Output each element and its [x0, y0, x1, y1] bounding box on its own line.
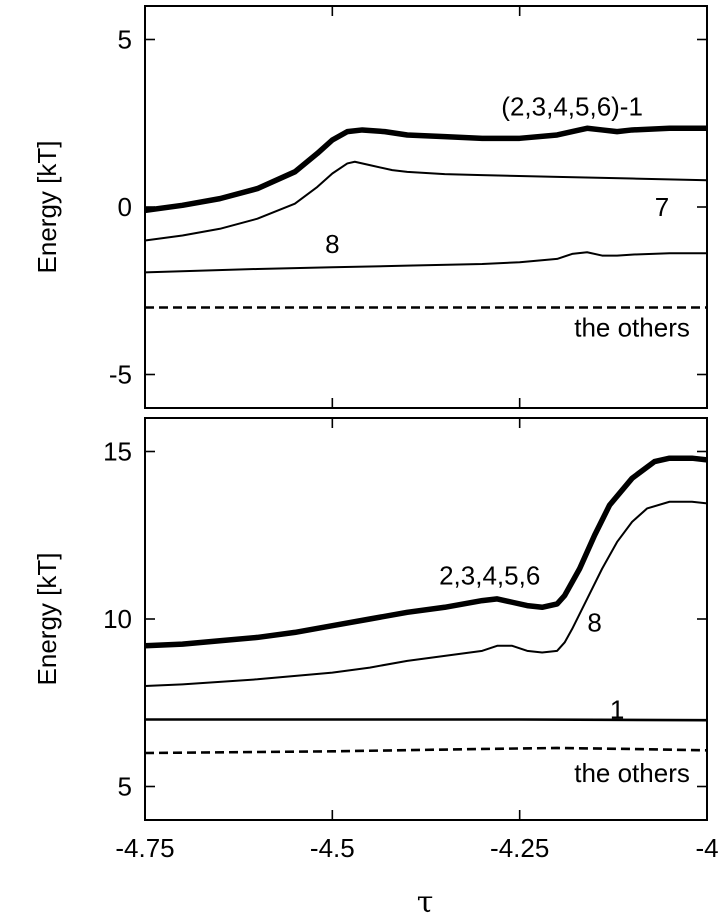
y-axis-label: Energy [kT]	[32, 141, 62, 274]
plot-frame	[144, 5, 708, 409]
y-tick-label: 5	[118, 772, 132, 802]
series-line	[145, 718, 707, 722]
series-annotation: 2,3,4,5,6	[439, 560, 540, 590]
x-tick-label: -4.25	[490, 833, 549, 863]
series-line	[145, 455, 707, 649]
top-panel: -5 0 5 Energy [kT] (2,3,4,5,6)-1 7 8 the others	[32, 5, 708, 409]
y-tick-label: 10	[103, 604, 132, 634]
series-line	[145, 500, 707, 687]
series-line	[145, 251, 707, 274]
x-tick-label: -4	[695, 833, 718, 863]
series-line	[145, 746, 707, 755]
y-tick-label: 0	[118, 192, 132, 222]
y-tick-label: -5	[109, 360, 132, 390]
series-line	[145, 160, 707, 242]
series-annotation: (2,3,4,5,6)-1	[501, 92, 643, 122]
x-axis-label: τ	[417, 885, 434, 920]
series-annotation: 8	[325, 229, 339, 259]
y-tick-label: 5	[118, 25, 132, 55]
y-tick-label: 15	[103, 437, 132, 467]
series-annotation: the others	[574, 313, 690, 343]
series-annotation: 7	[655, 192, 669, 222]
x-tick-label: -4.5	[310, 833, 355, 863]
x-tick-label: -4.75	[115, 833, 174, 863]
series-annotation: 8	[587, 607, 601, 637]
series-annotation: the others	[574, 758, 690, 788]
y-axis-label: Energy [kT]	[32, 553, 62, 686]
series-annotation: 1	[610, 694, 624, 724]
series-line	[145, 125, 707, 214]
bottom-panel: 5 10 15 -4.75 -4.5 -4.25 -4 Energy [kT] 2,3,4,5,…	[32, 417, 719, 863]
